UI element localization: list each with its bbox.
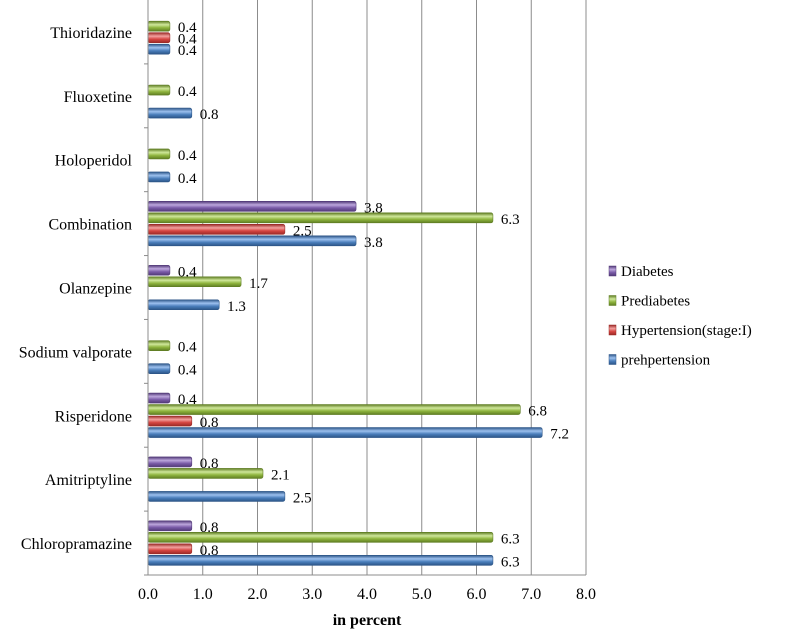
bar <box>148 85 170 95</box>
data-label: 2.5 <box>293 223 312 239</box>
category-label: Combination <box>48 217 132 234</box>
bar <box>148 341 170 351</box>
bar <box>148 224 285 234</box>
x-tick-label: 4.0 <box>357 586 377 603</box>
legend-item: Diabetes <box>609 264 674 280</box>
data-label: 0.4 <box>178 363 197 379</box>
data-label: 6.3 <box>501 554 520 570</box>
legend-item: prehpertension <box>609 353 711 369</box>
bar <box>148 300 219 310</box>
bar <box>148 405 520 415</box>
data-label: 1.3 <box>227 299 246 315</box>
legend-swatch <box>609 355 616 365</box>
data-label: 0.4 <box>178 392 197 408</box>
bar <box>148 544 192 554</box>
x-tick-label: 6.0 <box>467 586 487 603</box>
category-label: Amitriptyline <box>45 472 132 489</box>
x-tick-label: 7.0 <box>521 586 541 603</box>
data-label: 2.1 <box>271 467 290 483</box>
data-label: 6.3 <box>501 212 520 228</box>
data-label: 6.8 <box>528 404 547 420</box>
data-label: 0.4 <box>178 84 197 100</box>
bar <box>148 521 192 531</box>
data-label: 7.2 <box>550 427 569 443</box>
bar <box>148 393 170 403</box>
data-label: 3.8 <box>364 200 383 216</box>
bar <box>148 33 170 43</box>
data-label: 0.8 <box>200 107 219 123</box>
x-tick-label: 5.0 <box>412 586 432 603</box>
category-label: Holoperidol <box>55 153 133 170</box>
bar <box>148 457 192 467</box>
data-labels: 6.30.86.30.82.52.10.87.20.86.80.40.40.41… <box>178 20 569 570</box>
legend-swatch <box>609 266 616 276</box>
legend-swatch <box>609 325 616 335</box>
data-label: 0.8 <box>200 415 219 431</box>
x-tick-label: 3.0 <box>302 586 322 603</box>
bar <box>148 201 356 211</box>
bar <box>148 265 170 275</box>
x-tick-label: 8.0 <box>576 586 596 603</box>
legend: Diabetes Prediabetes Hypertension(stage:I)… <box>609 264 752 369</box>
data-label: 0.8 <box>200 543 219 559</box>
category-label: Sodium valporate <box>19 344 132 361</box>
data-label: 0.4 <box>178 340 197 356</box>
bar <box>148 149 170 159</box>
axes: 0.0 1.0 2.0 3.0 4.0 5.0 6.0 7.0 8.0 Chloropramazi… <box>19 0 596 603</box>
data-label: 0.4 <box>178 148 197 164</box>
legend-label: Prediabetes <box>621 294 690 310</box>
bar <box>148 213 493 223</box>
category-label: Risperidone <box>55 408 132 425</box>
legend-label: prehpertension <box>621 353 711 369</box>
bars <box>148 21 542 565</box>
data-label: 1.7 <box>249 276 268 292</box>
data-label: 0.4 <box>178 264 197 280</box>
category-label: Thioridazine <box>50 25 132 42</box>
x-tick-label: 2.0 <box>248 586 268 603</box>
x-tick-label: 0.0 <box>138 586 158 603</box>
bar <box>148 416 192 426</box>
bar <box>148 44 170 54</box>
bar-chart: 0.0 1.0 2.0 3.0 4.0 5.0 6.0 7.0 8.0 Chloropramazi… <box>0 0 797 631</box>
bar <box>148 108 192 118</box>
data-label: 2.5 <box>293 490 312 506</box>
category-label: Fluoxetine <box>64 89 132 106</box>
legend-item: Hypertension(stage:I) <box>609 323 752 339</box>
category-label: Olanzepine <box>59 281 132 298</box>
x-axis-title: in percent <box>333 612 402 629</box>
data-label: 0.8 <box>200 520 219 536</box>
category-label: Chloropramazine <box>21 536 132 553</box>
bar <box>148 491 285 501</box>
legend-label: Diabetes <box>621 264 674 280</box>
data-label: 0.4 <box>178 171 197 187</box>
bar <box>148 21 170 31</box>
bar <box>148 236 356 246</box>
legend-label: Hypertension(stage:I) <box>621 323 752 339</box>
data-label: 3.8 <box>364 235 383 251</box>
x-tick-label: 1.0 <box>193 586 213 603</box>
legend-swatch <box>609 296 616 306</box>
bar <box>148 364 170 374</box>
data-label: 6.3 <box>501 531 520 547</box>
data-label: 0.4 <box>178 20 197 36</box>
bar <box>148 172 170 182</box>
data-label: 0.8 <box>200 456 219 472</box>
legend-item: Prediabetes <box>609 294 690 310</box>
